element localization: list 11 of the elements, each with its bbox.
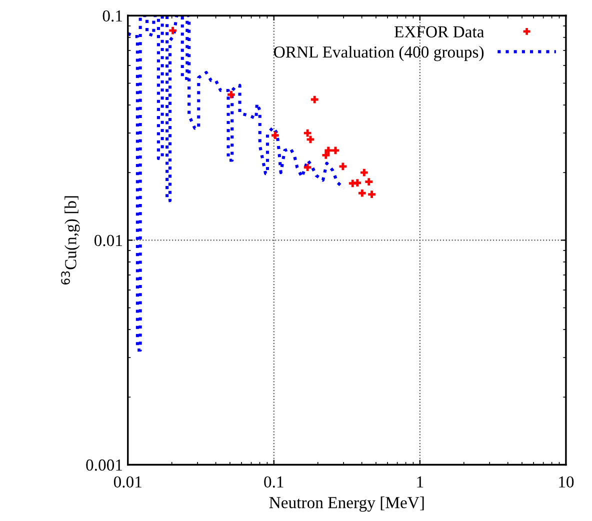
x-tick-label: 1 [417,476,424,488]
legend-label: ORNL Evaluation (400 groups) [274,46,484,62]
y-tick-label: 0.01 [94,234,122,246]
y-tick-label: 0.1 [102,10,122,22]
legend-label: EXFOR Data [394,26,484,38]
x-tick-label: 0.1 [264,476,284,488]
x-tick-label: 0.01 [114,476,142,488]
x-axis-title: Neutron Energy [MeV] [269,496,424,512]
y-axis-title: $^{63}$Cu(n,g) [b] [61,196,80,284]
x-tick-label: 10 [559,476,574,488]
y-tick-label: 0.001 [86,459,122,471]
